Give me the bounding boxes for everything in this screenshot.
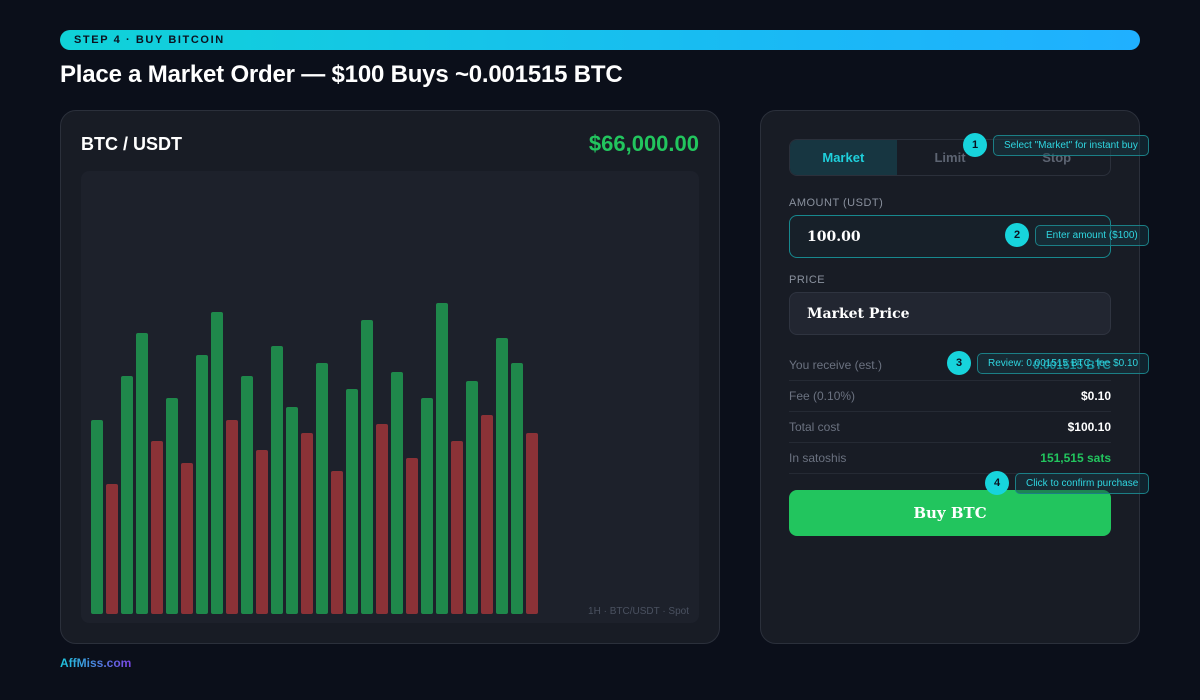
step-banner: STEP 4 · BUY BITCOIN xyxy=(60,30,1140,50)
summary-label: Total cost xyxy=(789,420,840,434)
bar-up xyxy=(511,363,523,614)
summary-label: In satoshis xyxy=(789,451,847,465)
summary-value: $100.10 xyxy=(1067,420,1111,434)
annotation-tip-3: Review: 0.001515 BTC, fee $0.10 xyxy=(977,353,1150,374)
current-price: $66,000.00 xyxy=(588,131,699,156)
annotation-tip-2: Enter amount ($100) xyxy=(1035,225,1149,246)
chart-bars xyxy=(81,171,699,623)
bar-down xyxy=(151,441,163,614)
bar-down xyxy=(106,484,118,614)
summary-row-fee: Fee (0.10%) $0.10 xyxy=(789,381,1111,412)
amount-input[interactable]: 100.00 xyxy=(789,215,1111,258)
summary-row-receive: You receive (est.) 0.001515 BTC xyxy=(789,350,1111,381)
buy-btc-button[interactable]: Buy BTC xyxy=(789,490,1111,536)
bar-up xyxy=(121,376,133,614)
amount-label: AMOUNT (USDT) xyxy=(789,197,884,209)
bar-down xyxy=(226,420,238,614)
bar-down xyxy=(331,471,343,614)
tab-market[interactable]: Market xyxy=(790,140,897,175)
bar-down xyxy=(526,433,538,614)
summary-row-sats: In satoshis 151,515 sats xyxy=(789,443,1111,474)
order-type-tabs: Market Limit Stop xyxy=(789,139,1111,176)
step-label: STEP 4 · BUY BITCOIN xyxy=(74,34,225,46)
bar-up xyxy=(436,303,448,614)
bar-up xyxy=(241,376,253,614)
bar-up xyxy=(361,320,373,614)
bar-up xyxy=(466,381,478,614)
bar-up xyxy=(346,389,358,614)
bar-down xyxy=(181,463,193,614)
bar-up xyxy=(496,338,508,614)
annotation-badge-1: 1 xyxy=(963,133,987,157)
bar-up xyxy=(271,346,283,614)
bar-up xyxy=(286,407,298,614)
tab-limit[interactable]: Limit xyxy=(934,150,966,165)
bar-up xyxy=(211,312,223,614)
summary-value: 151,515 sats xyxy=(1040,451,1111,465)
order-panel: Market Limit Stop AMOUNT (USDT) 100.00 P… xyxy=(760,110,1140,644)
summary-label: Fee (0.10%) xyxy=(789,389,856,403)
bar-down xyxy=(376,424,388,614)
summary-label: You receive (est.) xyxy=(789,358,882,372)
chart-caption: 1H · BTC/USDT · Spot xyxy=(588,606,689,617)
summary-row-total: Total cost $100.10 xyxy=(789,412,1111,443)
bar-up xyxy=(91,420,103,614)
tab-stop[interactable]: Stop xyxy=(1042,150,1072,165)
brand-logo[interactable]: AffMiss.com xyxy=(60,656,132,670)
annotation-badge-4: 4 xyxy=(985,471,1009,495)
bar-down xyxy=(451,441,463,614)
annotation-tip-4: Click to confirm purchase xyxy=(1015,473,1150,494)
bar-up xyxy=(196,355,208,614)
price-label: PRICE xyxy=(789,274,826,286)
bar-down xyxy=(256,450,268,614)
bar-up xyxy=(166,398,178,614)
bar-down xyxy=(301,433,313,614)
price-chart: 1H · BTC/USDT · Spot xyxy=(81,171,699,623)
bar-down xyxy=(481,415,493,614)
summary-value: $0.10 xyxy=(1080,389,1111,403)
bar-up xyxy=(136,333,148,614)
chart-panel: BTC / USDT $66,000.00 1H · BTC/USDT · Sp… xyxy=(60,110,720,644)
summary-value: 0.001515 BTC xyxy=(1032,358,1111,372)
annotation-badge-2: 2 xyxy=(1005,223,1029,247)
price-input[interactable]: Market Price xyxy=(789,292,1111,335)
annotation-badge-3: 3 xyxy=(947,351,971,375)
page-title: Place a Market Order — $100 Buys ~0.0015… xyxy=(60,61,623,88)
annotation-tip-1: Select "Market" for instant buy xyxy=(993,135,1149,156)
bar-up xyxy=(316,363,328,614)
bar-up xyxy=(421,398,433,614)
bar-down xyxy=(406,458,418,614)
bar-up xyxy=(391,372,403,614)
pair-title: BTC / USDT xyxy=(81,134,182,154)
